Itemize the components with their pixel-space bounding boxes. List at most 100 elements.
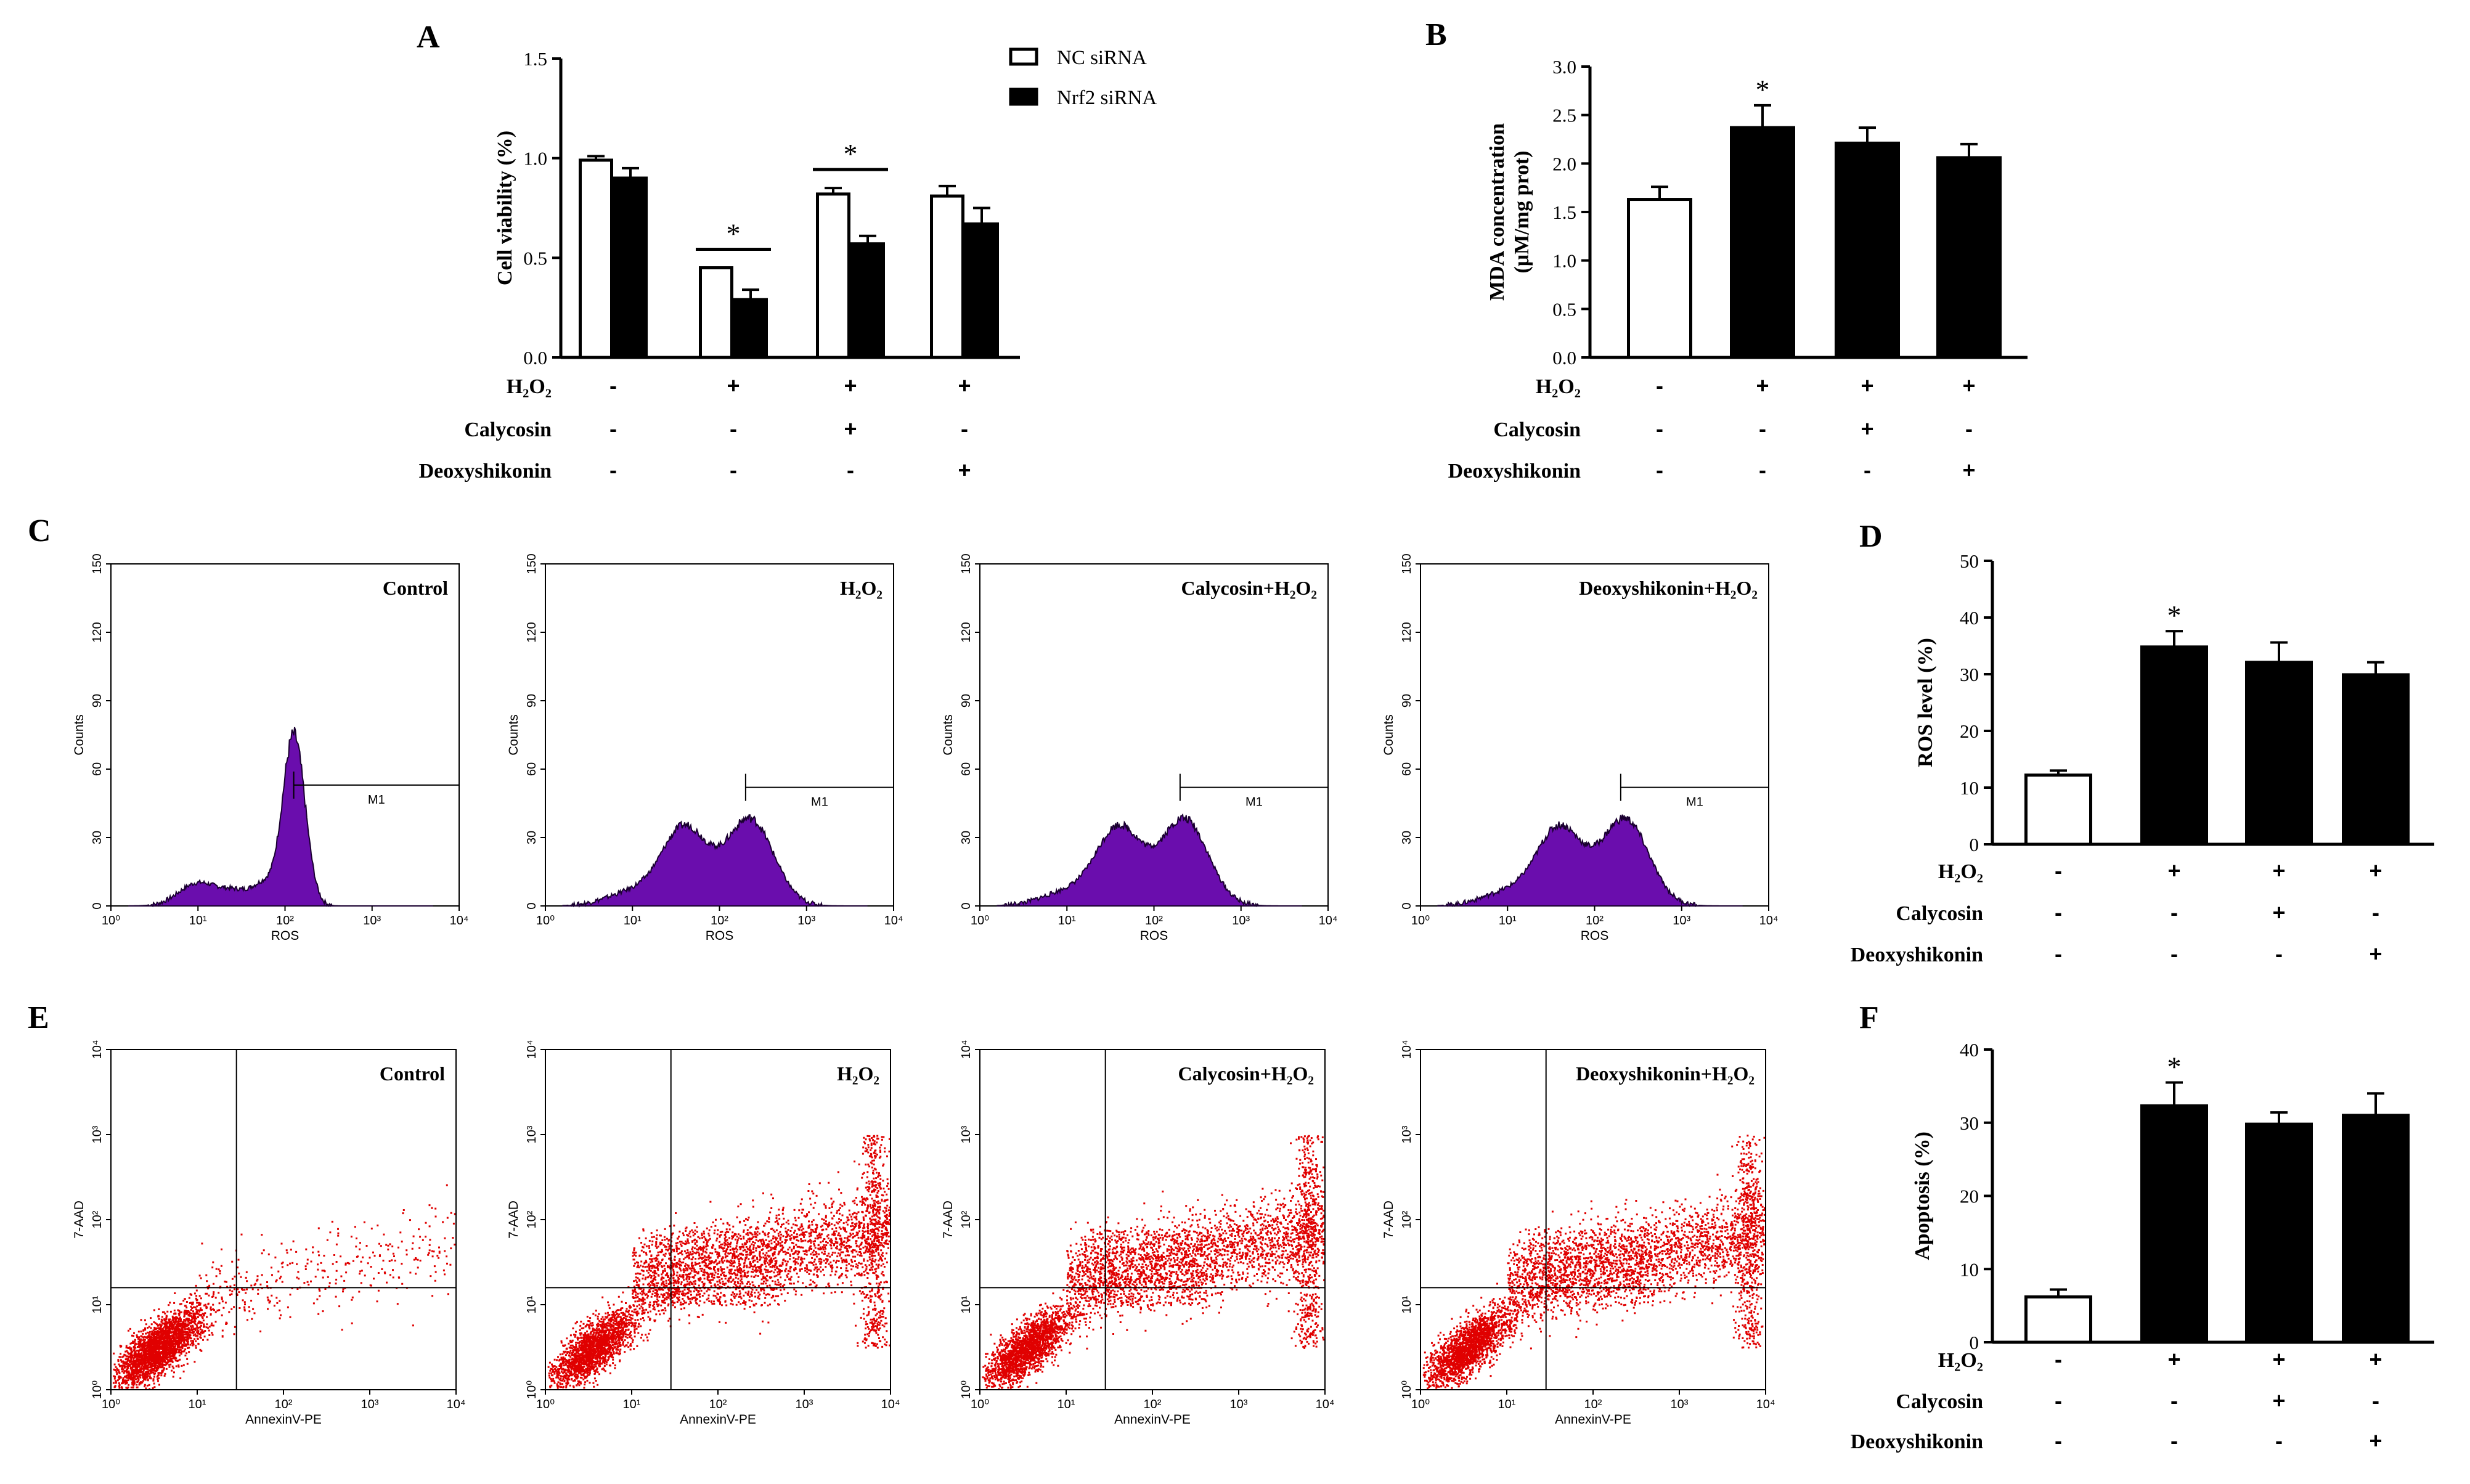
y-tick-label: 10 <box>1960 1258 1979 1280</box>
condition-label-deoxyshikonin: Deoxyshikonin <box>1448 460 1581 483</box>
condition-sign: - <box>730 457 737 483</box>
y-tick-label: 150 <box>960 553 973 574</box>
y-tick-label: 10⁴ <box>91 1040 104 1059</box>
condition-sign: + <box>958 373 971 398</box>
condition-sign: - <box>1864 457 1871 483</box>
x-axis-label: AnnexinV-PE <box>245 1413 322 1427</box>
significance-star: * <box>2167 1051 2182 1082</box>
y-tick-label: 0.0 <box>523 347 547 369</box>
legend-swatch-nc-sirna <box>1009 47 1038 66</box>
y-tick-label: 50 <box>1960 550 1979 572</box>
y-tick-label: 10⁴ <box>1400 1040 1414 1059</box>
y-tick-label: 2.0 <box>1552 153 1576 174</box>
bar-value-2 <box>1730 126 1795 359</box>
y-tick-label: 10¹ <box>1400 1295 1414 1313</box>
y-tick-label: 90 <box>960 694 973 707</box>
x-axis-label: ROS <box>706 929 734 943</box>
scatter-plot-2: 10⁰ 10¹ 10² 10³ 10⁴ 7-AAD 10⁰ 10¹ 10² 10³ 10⁴ Annex… <box>507 1040 900 1427</box>
gate-marker-label: M1 <box>1686 796 1703 809</box>
condition-sign: + <box>2369 1347 2382 1372</box>
plot-title: Control <box>380 1062 445 1085</box>
y-tick-label: 10⁰ <box>91 1380 104 1399</box>
legend-swatch-nrf2-sirna <box>1009 88 1038 106</box>
significance-star: * <box>2167 600 2182 631</box>
legend-panel-a: NC siRNA Nrf2 siRNA <box>1009 47 1157 109</box>
bar-value-3 <box>2245 1122 2313 1344</box>
plot-title: H₂O₂ <box>837 1062 879 1085</box>
condition-sign: - <box>2055 1388 2062 1413</box>
bar-nrf2-sirna-4 <box>964 222 999 359</box>
y-axis-label: 7-AAD <box>1382 1201 1396 1239</box>
x-axis-label: AnnexinV-PE <box>680 1413 756 1427</box>
y-tick-label: 10⁴ <box>960 1040 973 1059</box>
y-tick-label: 30 <box>525 831 539 844</box>
histogram-plot-3: M1 0 30 60 90 120 150 Counts 10⁰ 10¹ 10² 10³ 10⁴ ROS C… <box>941 553 1337 943</box>
condition-sign: + <box>2369 1428 2382 1453</box>
y-tick-label: 1.5 <box>523 48 547 70</box>
x-tick-label: 10³ <box>796 1398 813 1411</box>
condition-label-h2o2: H₂O₂ <box>1938 1349 1983 1372</box>
x-tick-label: 10¹ <box>1058 1398 1075 1411</box>
x-tick-label: 10² <box>275 1398 293 1411</box>
panel-letter-d: D <box>1859 519 1883 554</box>
x-tick-label: 10³ <box>1232 914 1250 928</box>
x-tick-label: 10⁰ <box>102 914 120 928</box>
panel-letter-a: A <box>417 20 440 55</box>
bar-nrf2-sirna-1 <box>613 176 648 359</box>
y-tick-label: 10¹ <box>91 1295 104 1313</box>
x-tick-label: 10¹ <box>1058 914 1076 928</box>
condition-label-h2o2: H₂O₂ <box>1938 860 1983 883</box>
condition-sign: - <box>1965 416 1973 441</box>
x-tick-label: 10² <box>1144 1398 1162 1411</box>
scatter-plot-1: 10⁰ 10¹ 10² 10³ 10⁴ 7-AAD 10⁰ 10¹ 10² 10³ 10⁴ Annex… <box>72 1040 465 1427</box>
condition-sign: + <box>1962 373 1975 398</box>
condition-sign: - <box>2170 1428 2178 1453</box>
condition-sign: - <box>2170 1388 2178 1413</box>
panel-letter-f: F <box>1859 1000 1879 1035</box>
condition-sign: - <box>2055 941 2062 966</box>
plot-title: H₂O₂ <box>840 577 882 599</box>
x-tick-label: 10⁰ <box>971 1398 989 1411</box>
gate-marker-label: M1 <box>811 796 828 809</box>
bar-value-4 <box>2342 1114 2410 1344</box>
y-tick-label: 1.0 <box>1552 250 1576 272</box>
panel-letter-b: B <box>1425 17 1447 52</box>
y-axis-label-line: MDA concentration <box>1486 123 1509 301</box>
y-tick-label: 60 <box>1400 762 1414 776</box>
x-tick-label: 10³ <box>1673 914 1690 928</box>
histograms-panel-c: M1 0 30 60 90 120 150 Counts 10⁰ 10¹ 10² 10³ 10⁴ ROS C… <box>72 553 1778 943</box>
scatter-plot-3: 10⁰ 10¹ 10² 10³ 10⁴ 7-AAD 10⁰ 10¹ 10² 10³ 10⁴ Annex… <box>941 1040 1334 1427</box>
x-tick-label: 10⁰ <box>536 914 555 928</box>
scatter-points <box>112 1184 456 1390</box>
y-axis-label: 7-AAD <box>941 1201 955 1239</box>
x-tick-label: 10⁰ <box>971 914 989 928</box>
y-tick-label: 20 <box>1960 720 1979 742</box>
condition-label-deoxyshikonin: Deoxyshikonin <box>1851 1430 1983 1453</box>
x-tick-label: 10¹ <box>189 1398 206 1411</box>
bar-value-2 <box>2140 1104 2208 1344</box>
legend-label-nc-sirna: NC siRNA <box>1057 47 1147 69</box>
y-axis-label: Apoptosis (%) <box>1911 1131 1934 1260</box>
y-tick-label: 120 <box>91 622 104 642</box>
condition-sign: + <box>727 373 740 398</box>
condition-sign: + <box>1861 416 1873 441</box>
scatter-plots-panel-e: 10⁰ 10¹ 10² 10³ 10⁴ 7-AAD 10⁰ 10¹ 10² 10³ 10⁴ Annex… <box>72 1040 1775 1427</box>
plot-title: Deoxyshikonin+H₂O₂ <box>1579 577 1758 599</box>
y-tick-label: 0.5 <box>523 247 547 269</box>
y-tick-label: 3.0 <box>1552 56 1576 78</box>
y-tick-label: 10⁰ <box>1400 1380 1414 1399</box>
x-tick-label: 10⁴ <box>1316 1398 1335 1411</box>
bar-value-1 <box>2024 1295 2092 1344</box>
condition-label-calycosin: Calycosin <box>1896 1390 1983 1413</box>
condition-sign: - <box>2055 900 2062 925</box>
y-tick-label: 30 <box>1400 831 1414 844</box>
condition-sign: - <box>2170 941 2178 966</box>
y-tick-label: 2.5 <box>1552 105 1576 126</box>
bar-nrf2-sirna-2 <box>733 298 768 359</box>
significance-star: * <box>727 218 741 250</box>
y-tick-label: 10³ <box>525 1125 539 1143</box>
y-axis-label: Counts <box>1382 714 1396 756</box>
condition-label-deoxyshikonin: Deoxyshikonin <box>1851 944 1983 966</box>
histogram-plot-2: M1 0 30 60 90 120 150 Counts 10⁰ 10¹ 10² 10³ 10⁴ ROS H… <box>507 553 903 943</box>
y-tick-label: 10⁰ <box>960 1380 973 1399</box>
